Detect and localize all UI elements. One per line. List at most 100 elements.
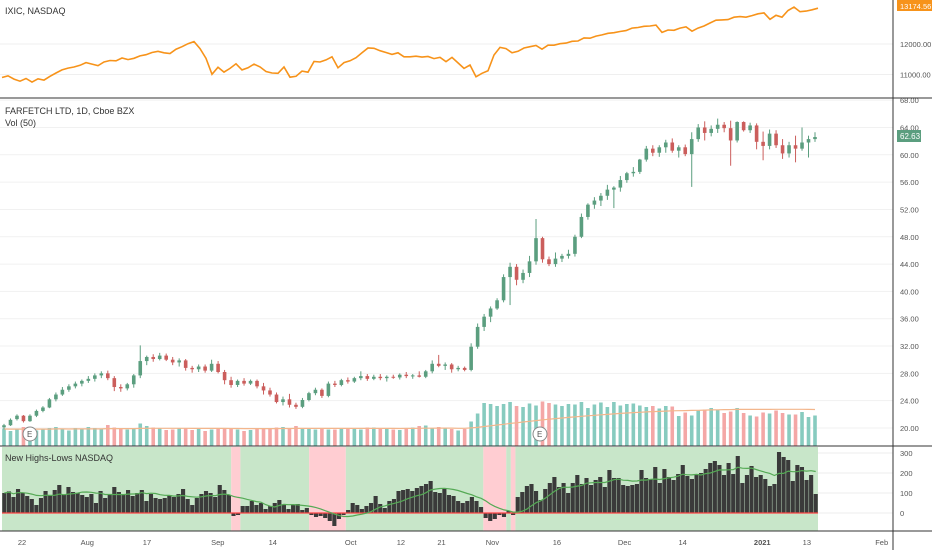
highs-lows-bar — [121, 494, 126, 513]
candle-body — [430, 363, 435, 372]
highs-lows-bar — [359, 509, 364, 513]
highs-lows-bar — [442, 489, 447, 513]
candle-body — [274, 394, 279, 403]
candle-body — [300, 399, 305, 407]
x-tick-label: Dec — [618, 538, 632, 547]
highs-lows-bar — [226, 495, 231, 513]
candle-body — [144, 356, 149, 362]
candle-body — [592, 200, 597, 205]
highs-lows-bar — [203, 491, 209, 513]
volume-bar — [813, 415, 817, 446]
earnings-marker — [22, 426, 38, 442]
price-y-tick-label: 20.00 — [900, 424, 919, 433]
highs-lows-bar — [460, 503, 465, 513]
volume-bar — [248, 430, 253, 446]
ixic-panel: IXIC, NASDAQ 11000.00 12000.00 13174.56 — [0, 0, 932, 84]
candle-body — [2, 425, 6, 428]
highs-lows-bar — [625, 486, 630, 513]
highs-lows-bar — [423, 484, 429, 513]
candle-body — [488, 308, 493, 317]
ixic-last-value-label: 13174.56 — [900, 2, 931, 11]
candle-body — [209, 363, 214, 371]
highs-lows-bar — [740, 483, 745, 513]
highs-lows-bar — [570, 483, 575, 513]
volume-bar — [728, 411, 733, 446]
highs-lows-bar — [634, 484, 639, 513]
highs-lows-bar — [616, 478, 621, 513]
candle-body — [702, 127, 707, 133]
highs-lows-bar — [272, 503, 277, 513]
price-y-tick-label: 52.00 — [900, 205, 919, 214]
highs-lows-bar — [809, 475, 814, 513]
highs-lows-bar — [231, 513, 236, 516]
candle-body — [313, 389, 318, 394]
highs-lows-bar — [657, 483, 662, 513]
candle-body — [410, 375, 415, 377]
highs-lows-bar — [323, 513, 328, 518]
highs-lows-bar — [556, 487, 562, 513]
volume-bar — [462, 429, 467, 446]
volume-bar — [229, 429, 233, 446]
x-tick-label: 2021 — [754, 538, 771, 547]
highs-lows-bar — [575, 475, 580, 513]
highs-lows-bar — [644, 478, 649, 513]
candle-body — [696, 127, 701, 140]
highs-lows-bar — [240, 506, 245, 513]
highs-lows-panel: 0 100 200 300 New Highs-Lows NASDAQ — [2, 447, 913, 531]
candle-body — [676, 147, 681, 151]
candle-body — [86, 378, 91, 381]
highs-lows-bar — [25, 496, 30, 513]
candle-body — [767, 133, 772, 146]
candle-body — [579, 216, 584, 237]
volume-bar — [196, 429, 201, 446]
highs-lows-bar — [666, 477, 672, 513]
volume-bar — [410, 427, 415, 446]
highs-lows-bar — [767, 486, 772, 513]
candle-body — [397, 374, 402, 378]
volume-bar — [761, 412, 765, 446]
volume-bar — [216, 428, 220, 446]
candle-body — [229, 380, 233, 385]
x-tick-label: 22 — [18, 538, 26, 547]
candle-body — [547, 259, 551, 265]
highs-lows-bar — [538, 500, 543, 513]
highs-lows-bar — [437, 493, 442, 513]
volume-bar — [793, 414, 798, 446]
highs-lows-bar — [515, 497, 520, 513]
volume-bar — [404, 428, 409, 446]
highs-lows-bar — [598, 477, 603, 513]
volume-bar — [748, 415, 752, 446]
candle-body — [170, 359, 175, 363]
volume-bar — [177, 428, 181, 446]
volume-bar — [501, 404, 506, 446]
highs-lows-bar — [355, 505, 360, 513]
farfetch-last-value-tag — [897, 130, 921, 142]
ixic-legend: IXIC, NASDAQ — [5, 6, 66, 16]
volume-bar — [638, 405, 642, 446]
highs-lows-bar — [378, 504, 383, 513]
candle-body — [346, 380, 350, 382]
volume-bar — [566, 404, 571, 446]
highs-lows-bar — [607, 470, 612, 513]
x-tick-label: 12 — [397, 538, 405, 547]
volume-bar — [767, 413, 772, 446]
highs-lows-bar — [167, 495, 172, 513]
candle-body — [372, 376, 376, 379]
highs-lows-bar — [790, 481, 795, 513]
volume-bar — [540, 401, 545, 446]
volume-bar — [534, 405, 538, 446]
volume-bar — [670, 406, 675, 446]
candle-body — [339, 380, 344, 385]
candle-body — [735, 122, 739, 141]
volume-bar — [644, 407, 649, 446]
highs-lows-bar — [158, 499, 163, 513]
farfetch-last-value-label: 62.63 — [900, 132, 921, 141]
candle-body — [761, 141, 765, 146]
candle-body — [183, 360, 188, 368]
highs-lows-bar — [680, 465, 685, 513]
candle-body — [540, 238, 545, 260]
price-y-tick-label: 56.00 — [900, 178, 919, 187]
volume-bar — [125, 429, 130, 446]
highs-lows-bar — [524, 486, 529, 513]
candle-body — [482, 316, 486, 327]
